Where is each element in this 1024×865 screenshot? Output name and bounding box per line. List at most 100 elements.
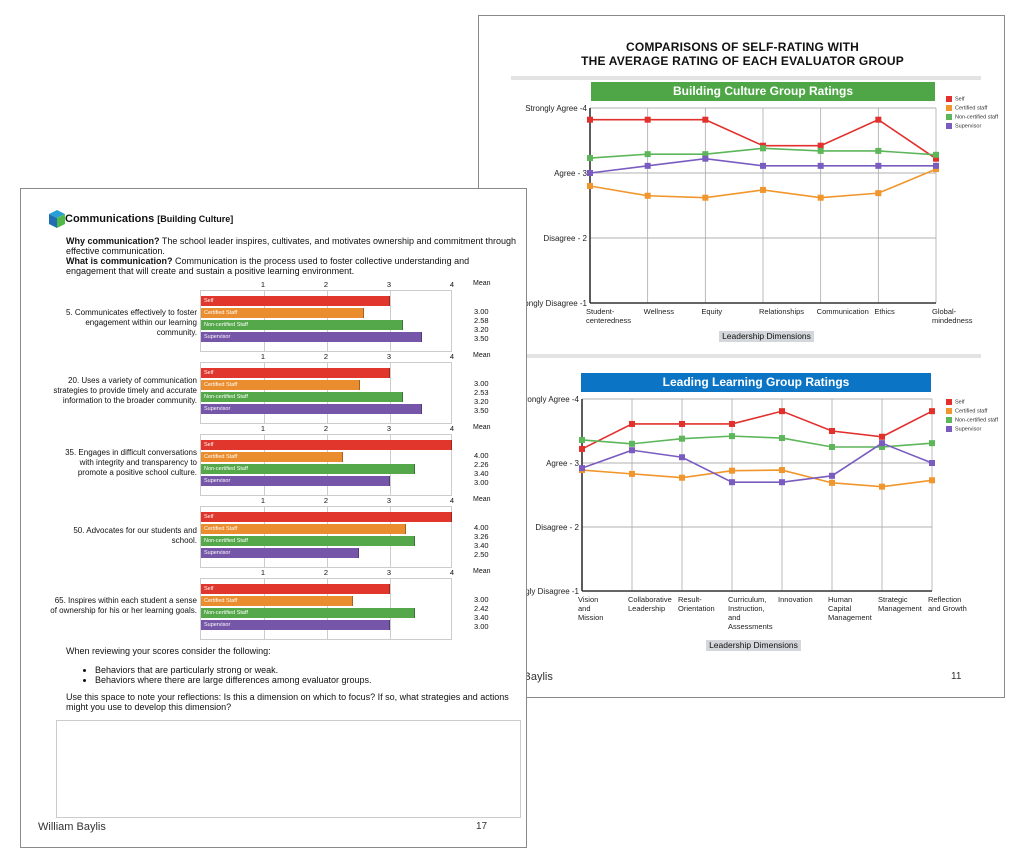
x-tick-line: Ethics bbox=[874, 307, 895, 316]
divider bbox=[511, 76, 981, 80]
y-tick-label: Strongly Agree -4 bbox=[525, 104, 587, 113]
x-tick-line: Mission bbox=[578, 613, 603, 622]
x-tick-line: mindedness bbox=[932, 316, 973, 325]
page-title-line1: COMPARISONS OF SELF-RATING WITH bbox=[625, 40, 860, 54]
why-label: Why communication? bbox=[66, 236, 160, 246]
y-tick-label: Strongly Agree -4 bbox=[517, 395, 579, 404]
x-tick-label: Student-centeredness bbox=[586, 307, 631, 325]
data-point-certified-staff bbox=[679, 474, 685, 481]
x-tick-line: and bbox=[578, 604, 591, 613]
chart-banner-building-culture: Building Culture Group Ratings bbox=[591, 82, 935, 101]
data-point-supervisor bbox=[644, 162, 651, 169]
item-label: 50. Advocates for our students and schoo… bbox=[73, 526, 197, 545]
mean-value: 3.26 bbox=[474, 532, 489, 541]
item-label: 20. Uses a variety of communication stra… bbox=[53, 376, 197, 405]
report-page-17: Communications [Building Culture] Why co… bbox=[20, 188, 527, 848]
y-tick-label: Agree - 3 bbox=[546, 459, 579, 468]
legend-label: Certified staff bbox=[955, 408, 988, 415]
section-title-text: Communications bbox=[65, 213, 155, 225]
chart-legend-2: Self Certified staff Non-certified staff Su… bbox=[946, 399, 1006, 439]
data-point-certified-staff bbox=[879, 483, 885, 490]
data-point-supervisor bbox=[779, 479, 785, 486]
legend-swatch bbox=[946, 399, 952, 405]
x-axis-title-2: Leadership Dimensions bbox=[706, 640, 801, 651]
data-point-self bbox=[875, 116, 882, 123]
mean-value: 2.50 bbox=[474, 550, 489, 559]
x-tick-line: Vision bbox=[578, 595, 598, 604]
bar-self: Self bbox=[201, 440, 452, 450]
item-chart: 35. Engages in difficult conversations w… bbox=[21, 424, 528, 498]
x-tick-label: Collaborative Leadership bbox=[628, 595, 672, 613]
x-tick-line: Global- bbox=[932, 307, 957, 316]
report-page-11: COMPARISONS OF SELF-RATING WITH THE AVER… bbox=[478, 15, 1005, 698]
scale-tick: 2 bbox=[323, 496, 329, 505]
divider bbox=[511, 354, 981, 358]
data-point-self bbox=[587, 116, 593, 123]
data-point-supervisor bbox=[829, 472, 835, 479]
x-tick-label: Strategic Management bbox=[878, 595, 923, 613]
data-point-certified-staff bbox=[933, 166, 939, 173]
x-tick-label: Ethics bbox=[874, 307, 895, 316]
footer-author: William Baylis bbox=[38, 821, 106, 833]
data-point-non-certified-staff bbox=[579, 436, 585, 443]
legend-swatch bbox=[946, 123, 952, 129]
x-tick-line: Human bbox=[828, 595, 852, 604]
scale-tick: 4 bbox=[449, 496, 455, 505]
data-point-non-certified-staff bbox=[875, 147, 882, 154]
legend-item: Supervisor bbox=[946, 123, 981, 129]
bar-self: Self bbox=[201, 512, 452, 522]
scale-tick: 2 bbox=[323, 568, 329, 577]
data-point-non-certified-staff bbox=[829, 444, 835, 450]
bullet-item: Behaviors where there are large differen… bbox=[95, 675, 528, 685]
data-point-supervisor bbox=[933, 162, 939, 169]
line-chart-1: Strongly Agree -4 Agree - 3 Disagree - 2 St… bbox=[514, 104, 973, 325]
item-chart: 5. Communicates effectively to foster en… bbox=[21, 280, 528, 354]
data-point-self bbox=[879, 433, 885, 440]
data-point-supervisor bbox=[629, 447, 635, 454]
legend-label: Certified staff bbox=[955, 105, 988, 112]
legend-label: Non-certified staff bbox=[955, 417, 999, 424]
scale-tick: 1 bbox=[260, 280, 266, 289]
mean-value: 3.50 bbox=[474, 334, 489, 343]
series-line-certified-staff bbox=[581, 469, 933, 488]
legend-item: Certified staff bbox=[946, 408, 987, 414]
mean-value: 4.00 bbox=[474, 523, 489, 532]
bar-supervisor: Supervisor bbox=[201, 332, 422, 342]
legend-label: Self bbox=[955, 96, 965, 103]
x-tick-line: Curriculum, bbox=[728, 595, 766, 604]
x-tick-label: Communication bbox=[817, 307, 869, 316]
scale-tick: 1 bbox=[260, 424, 266, 433]
mean-value: 3.20 bbox=[474, 325, 489, 334]
data-point-self bbox=[933, 155, 939, 162]
x-tick-line: and bbox=[728, 613, 741, 622]
legend-item: Self bbox=[946, 96, 964, 102]
data-point-self bbox=[629, 420, 635, 427]
bar-certified: Certified Staff bbox=[201, 596, 354, 606]
reflection-prompt: Use this space to note your reflections:… bbox=[66, 692, 509, 712]
bar-supervisor: Supervisor bbox=[201, 548, 359, 558]
x-tick-line: Capital bbox=[828, 604, 852, 613]
x-axis-title-1: Leadership Dimensions bbox=[719, 331, 814, 342]
mean-value: 3.00 bbox=[474, 307, 489, 316]
bar-certified: Certified Staff bbox=[201, 452, 344, 462]
scale-tick: 2 bbox=[323, 352, 329, 361]
legend-swatch bbox=[946, 408, 952, 414]
x-tick-line: Equity bbox=[701, 307, 722, 316]
data-point-self bbox=[929, 408, 935, 415]
scale-tick: 2 bbox=[323, 424, 329, 433]
data-point-certified-staff bbox=[644, 192, 651, 199]
page-number: 11 bbox=[951, 671, 962, 682]
mean-value: 3.40 bbox=[474, 469, 489, 478]
data-point-non-certified-staff bbox=[779, 435, 785, 442]
reflection-input[interactable] bbox=[56, 720, 521, 818]
data-point-certified-staff bbox=[875, 190, 882, 197]
x-tick-line: Innovation bbox=[778, 595, 813, 604]
mean-value: 2.58 bbox=[474, 316, 489, 325]
mean-header: Mean bbox=[473, 568, 491, 575]
x-tick-line: Strategic bbox=[878, 595, 908, 604]
data-point-certified-staff bbox=[779, 467, 785, 474]
page-number: 17 bbox=[476, 821, 488, 832]
legend-label: Supervisor bbox=[955, 123, 982, 130]
data-point-non-certified-staff bbox=[933, 151, 939, 158]
mean-value: 3.50 bbox=[474, 406, 489, 415]
